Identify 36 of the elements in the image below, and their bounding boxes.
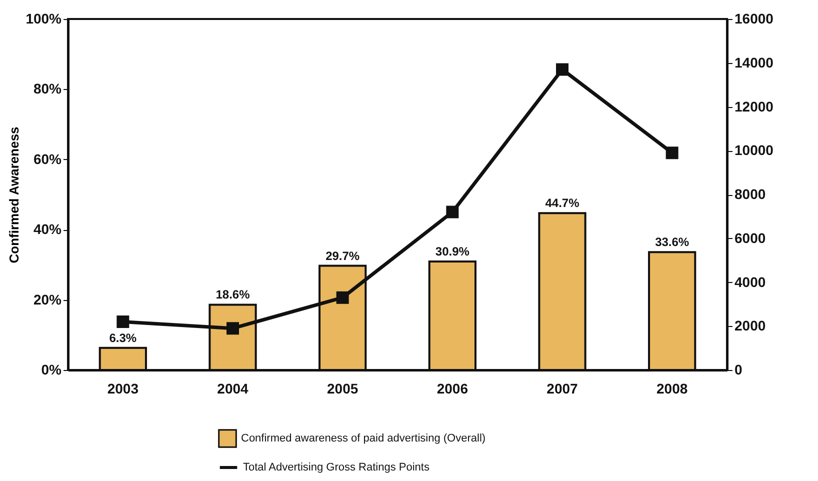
y2-tick-label: 6000 [734, 230, 766, 246]
point [556, 63, 568, 76]
y2-tick-label: 4000 [734, 274, 766, 290]
point [226, 322, 239, 335]
y-tick-label: 80% [33, 80, 62, 97]
data-label: 30.9% [435, 244, 470, 259]
x-tick-label: 2008 [656, 380, 688, 396]
point [446, 206, 459, 218]
point [666, 146, 678, 160]
data-label: 33.6% [655, 235, 690, 250]
y-tick-label: 60% [33, 150, 62, 167]
x-tick-label: 2006 [436, 380, 468, 396]
y-tick-label: 0% [41, 362, 62, 378]
legend-label: Confirmed awareness of paid advertising (Overall) [241, 432, 486, 444]
point [336, 291, 349, 304]
y2-tick-label: 14000 [734, 54, 774, 70]
x-tick-label: 2004 [217, 380, 249, 396]
data-label: 6.3% [109, 330, 137, 345]
legend-label: Total Advertising Gross Ratings Points [243, 462, 430, 474]
y2-tick-label: 16000 [734, 10, 774, 26]
y-tick-label: 20% [33, 291, 62, 308]
data-label: 18.6% [216, 288, 250, 302]
y2-tick-label: 10000 [734, 142, 774, 158]
y2-tick-label: 2000 [734, 318, 766, 334]
point [116, 315, 130, 328]
data-label: 29.7% [326, 248, 360, 263]
x-tick-label: 2003 [107, 380, 139, 396]
y2-tick-label: 12000 [734, 98, 774, 114]
y-tick-label: 100% [26, 10, 62, 26]
x-tick-label: 2005 [327, 380, 358, 396]
y-axis-title: Confirmed Awareness [6, 126, 22, 264]
data-label: 44.7% [545, 196, 580, 210]
y-tick-label: 40% [33, 221, 62, 238]
y2-tick-label: 8000 [734, 186, 766, 202]
y2-tick-label: 0 [734, 362, 742, 378]
x-tick-label: 2007 [546, 380, 578, 396]
